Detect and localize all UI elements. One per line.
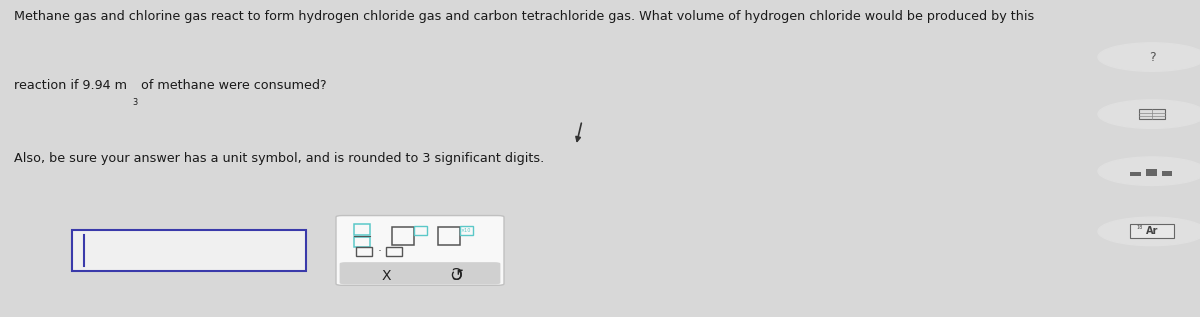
Text: X: X xyxy=(382,269,391,283)
FancyBboxPatch shape xyxy=(1130,172,1141,176)
FancyBboxPatch shape xyxy=(336,216,504,285)
FancyBboxPatch shape xyxy=(1146,169,1157,176)
Text: ×10: ×10 xyxy=(461,228,472,233)
FancyBboxPatch shape xyxy=(1130,224,1174,238)
Circle shape xyxy=(1098,157,1200,185)
FancyBboxPatch shape xyxy=(1162,171,1172,176)
Text: 3: 3 xyxy=(132,98,137,107)
Text: Ɔ: Ɔ xyxy=(451,268,461,283)
Text: ?: ? xyxy=(1148,50,1156,64)
FancyBboxPatch shape xyxy=(340,262,500,284)
Circle shape xyxy=(1098,43,1200,71)
Text: of methane were consumed?: of methane were consumed? xyxy=(137,79,328,92)
Text: Also, be sure your answer has a unit symbol, and is rounded to 3 significant dig: Also, be sure your answer has a unit sym… xyxy=(14,152,545,165)
Circle shape xyxy=(1098,100,1200,128)
Text: reaction if 9.94 m: reaction if 9.94 m xyxy=(14,79,127,92)
Circle shape xyxy=(1098,217,1200,246)
Text: Methane gas and chlorine gas react to form hydrogen chloride gas and carbon tetr: Methane gas and chlorine gas react to fo… xyxy=(14,10,1034,23)
FancyBboxPatch shape xyxy=(72,230,306,271)
Text: Ar: Ar xyxy=(1146,226,1158,236)
Text: 18: 18 xyxy=(1136,225,1142,230)
Text: ·: · xyxy=(377,245,382,258)
FancyBboxPatch shape xyxy=(1139,109,1165,119)
Text: ↺: ↺ xyxy=(449,267,463,285)
